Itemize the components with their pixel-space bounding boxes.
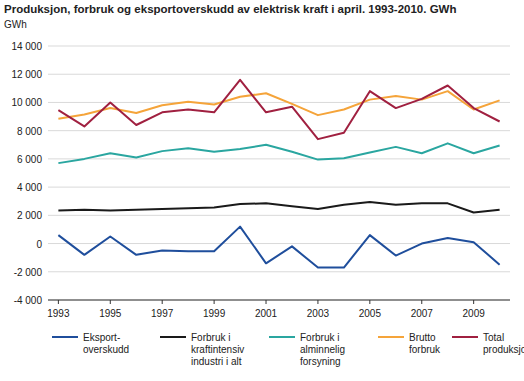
y-axis-label: GWh (4, 19, 27, 30)
y-tick-label: 0 (36, 239, 42, 250)
x-tick-label: 2001 (255, 308, 278, 319)
x-tick (110, 300, 111, 304)
x-tick-label: 1995 (99, 308, 122, 319)
x-tick (266, 300, 267, 304)
y-tick-label: 6 000 (17, 154, 42, 165)
y-tick-label: -4 000 (14, 295, 43, 306)
legend-swatch (269, 336, 295, 338)
grid-line (48, 102, 510, 103)
legend-label: Eksport-overskudd (83, 332, 129, 355)
x-tick (214, 300, 215, 304)
x-tick-label: 1993 (47, 308, 70, 319)
y-tick-label: 2 000 (17, 210, 42, 221)
x-tick (421, 300, 422, 304)
x-tick (317, 300, 318, 304)
legend-swatch (52, 336, 78, 338)
grid-line (48, 300, 510, 301)
legend-label-line: Brutto (409, 332, 436, 343)
legend-swatch (378, 336, 404, 338)
y-tick-label: 10 000 (11, 97, 42, 108)
legend-label-line: forsyning (300, 356, 341, 367)
x-tick-label: 2009 (463, 308, 486, 319)
legend-label-line: produksjon (483, 344, 524, 355)
x-tick-label: 2005 (359, 308, 382, 319)
grid-line (48, 158, 510, 159)
x-axis (48, 300, 510, 301)
legend-label-line: Forbruk i (191, 332, 230, 343)
grid-line (48, 187, 510, 188)
series-line (58, 143, 499, 163)
legend-label-line: forbruk (409, 344, 441, 355)
legend-swatch (452, 336, 478, 338)
x-tick (369, 300, 370, 304)
y-tick-label: 4 000 (17, 182, 42, 193)
legend-label-line: Total (483, 332, 504, 343)
legend-label: Forbruk ikraftintensivindustri i alt (191, 332, 244, 367)
y-tick-label: 14 000 (11, 41, 42, 52)
legend-label: Bruttoforbruk (409, 332, 441, 355)
title: Produksjon, forbruk og eksportoverskudd … (4, 3, 456, 15)
series-line (58, 80, 499, 139)
y-tick-label: -2 000 (14, 267, 43, 278)
legend-label-line: kraftintensiv (191, 344, 244, 355)
legend-label-line: overskudd (83, 344, 129, 355)
x-tick-label: 1997 (151, 308, 174, 319)
y-tick-label: 8 000 (17, 126, 42, 137)
grid-line (48, 46, 510, 47)
legend-swatch (160, 336, 186, 338)
chart: Produksjon, forbruk og eksportoverskudd … (0, 0, 524, 381)
grid-line (48, 74, 510, 75)
legend-label: Totalproduksjon (483, 332, 524, 355)
plot-area (58, 80, 499, 268)
x-tick (473, 300, 474, 304)
x-tick (58, 300, 59, 304)
grid-line (48, 243, 510, 244)
grid-line (48, 271, 510, 272)
legend-label-line: Forbruk i (300, 332, 339, 343)
grid-line (48, 215, 510, 216)
legend-label-line: industri i alt (191, 356, 242, 367)
series-line (58, 202, 499, 213)
x-tick-label: 2003 (307, 308, 330, 319)
legend-label-line: alminnelig (300, 344, 345, 355)
series-line (58, 227, 499, 268)
legend-label: Forbruk ialminneligforsyning (300, 332, 345, 367)
y-tick-label: 12 000 (11, 69, 42, 80)
x-tick (162, 300, 163, 304)
x-tick-label: 2007 (411, 308, 434, 319)
grid-line (48, 130, 510, 131)
x-tick-label: 1999 (203, 308, 226, 319)
legend-label-line: Eksport- (83, 332, 120, 343)
